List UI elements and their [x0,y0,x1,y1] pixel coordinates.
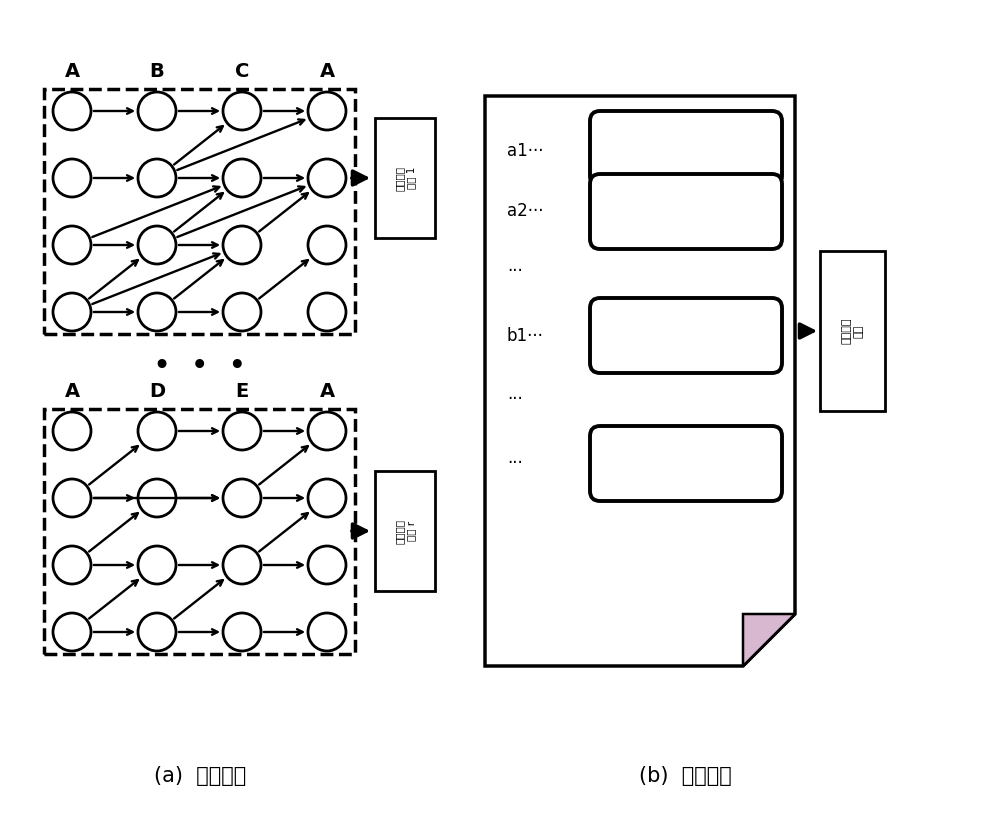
Bar [44,409,355,654]
Text: •  •  •: • • • [153,351,247,380]
Polygon shape [485,96,795,666]
Text: a1···: a1··· [507,142,544,160]
Text: C: C [235,62,249,81]
Text: D: D [149,382,165,401]
Text: A: A [319,382,335,401]
Polygon shape [743,614,795,666]
FancyBboxPatch shape [590,111,782,186]
Text: b1···: b1··· [507,327,544,345]
Text: E: E [235,382,249,401]
Text: (b)  内容表示: (b) 内容表示 [639,766,731,786]
Bar [375,118,435,238]
FancyBboxPatch shape [590,426,782,501]
Text: ···: ··· [507,262,523,280]
Text: (a)  结构表示: (a) 结构表示 [154,766,246,786]
Text: a2···: a2··· [507,202,544,220]
Text: A: A [64,382,80,401]
FancyBboxPatch shape [590,298,782,373]
Text: A: A [319,62,335,81]
Bar [820,251,885,411]
Text: 结构嵌入
向量 1: 结构嵌入 向量 1 [394,166,416,190]
Text: ···: ··· [507,454,523,472]
Text: B: B [150,62,164,81]
Text: ···: ··· [507,390,523,408]
FancyBboxPatch shape [590,174,782,249]
Text: A: A [64,62,80,81]
Text: 内容嵌入
向量: 内容嵌入 向量 [842,318,863,344]
Text: 结构嵌入
向量 r: 结构嵌入 向量 r [394,519,416,544]
Bar [375,471,435,591]
Bar [44,89,355,334]
